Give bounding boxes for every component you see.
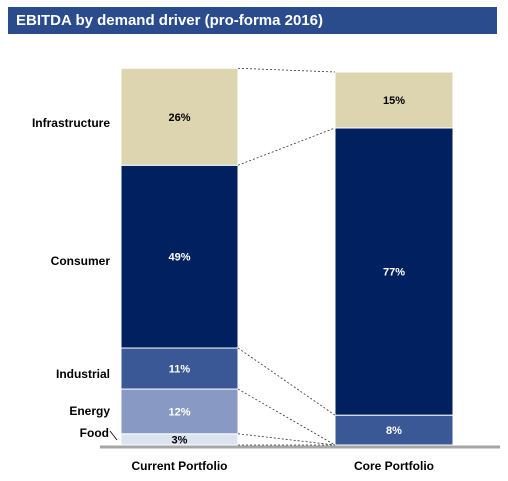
- x-tick-label-1: Core Portfolio: [354, 459, 434, 473]
- bar-segment-consumer-0: [120, 164, 239, 349]
- bar-segment-consumer-1: [334, 127, 454, 416]
- bar-segment-infrastructure-1: [334, 71, 454, 129]
- legend-label-food: Food: [80, 426, 109, 440]
- data-label-industrial-0: 11%: [169, 364, 191, 376]
- data-label-infrastructure-0: 26%: [168, 112, 190, 124]
- bar-segment-industrial-1: [334, 414, 454, 446]
- data-label-energy-0: 12%: [168, 406, 190, 418]
- bar-segment-industrial-0: [120, 347, 239, 390]
- legend-label-industrial: Industrial: [56, 367, 110, 381]
- connector-line-3: [237, 388, 336, 446]
- data-label-consumer-1: 77%: [383, 267, 405, 279]
- data-label-industrial-1: 8%: [386, 425, 402, 437]
- legend-label-energy: Energy: [69, 404, 110, 418]
- connector-line-2: [237, 347, 336, 416]
- title-bar: EBITDA by demand driver (pro-forma 2016): [8, 7, 497, 34]
- legend-label-infrastructure: Infrastructure: [32, 116, 110, 130]
- data-label-consumer-0: 49%: [168, 252, 190, 264]
- food-leader-line: [109, 430, 118, 441]
- legend-label-consumer: Consumer: [51, 254, 111, 268]
- data-label-food-0: 3%: [172, 434, 188, 446]
- connector-line-4: [237, 433, 336, 446]
- chart-title: EBITDA by demand driver (pro-forma 2016): [16, 12, 324, 29]
- bar-segment-infrastructure-0: [120, 67, 239, 166]
- x-tick-label-0: Current Portfolio: [132, 459, 228, 473]
- connector-line-0: [237, 67, 336, 73]
- connector-line-1: [237, 127, 336, 166]
- data-label-infrastructure-1: 15%: [383, 95, 405, 107]
